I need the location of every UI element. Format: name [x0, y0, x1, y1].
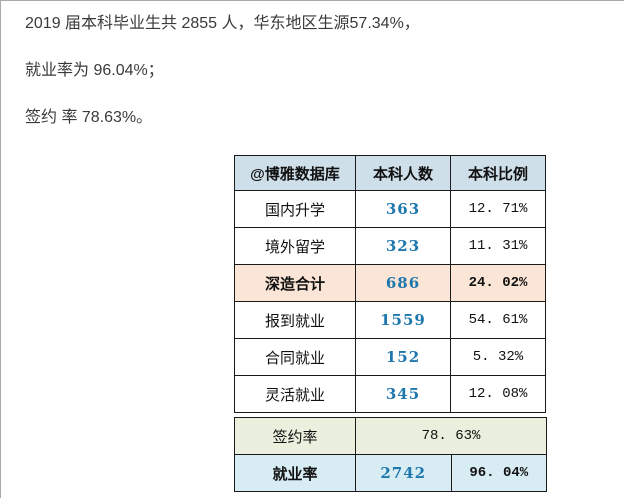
- row-label: 深造合计: [234, 264, 356, 302]
- row-label: 境外留学: [234, 227, 356, 265]
- table-row-further-study-total: 深造合计 686 24. 02%: [234, 264, 546, 302]
- row-percent: 24. 02%: [450, 264, 546, 302]
- row-count: 363: [355, 190, 451, 228]
- row-count: 323: [355, 227, 451, 265]
- row-count: 152: [355, 338, 451, 376]
- row-count: 686: [355, 264, 451, 302]
- row-label: 签约率: [234, 417, 356, 455]
- table-row-sign-rate: 签约率 78. 63%: [234, 417, 547, 455]
- row-merged-value: 78. 63%: [355, 417, 547, 455]
- employment-table: @博雅数据库 本科人数 本科比例 国内升学 363 12. 71% 境外留学 3…: [234, 155, 624, 492]
- row-percent: 11. 31%: [450, 227, 546, 265]
- table-header-row: @博雅数据库 本科人数 本科比例: [234, 155, 546, 191]
- row-percent: 54. 61%: [450, 301, 546, 339]
- row-percent: 96. 04%: [450, 454, 547, 492]
- table-row-flexible-employment: 灵活就业 345 12. 08%: [234, 375, 546, 413]
- row-label: 灵活就业: [234, 375, 356, 413]
- row-percent: 12. 71%: [450, 190, 546, 228]
- column-header-count: 本科人数: [355, 155, 451, 191]
- employment-table-summary: 签约率 78. 63% 就业率 2742 96. 04%: [234, 417, 547, 492]
- table-row-domestic-study: 国内升学 363 12. 71%: [234, 190, 546, 228]
- row-percent: 12. 08%: [450, 375, 546, 413]
- column-header-source: @博雅数据库: [234, 155, 356, 191]
- table-row-overseas-study: 境外留学 323 11. 31%: [234, 227, 546, 265]
- table-row-contract-employment: 合同就业 152 5. 32%: [234, 338, 546, 376]
- row-label: 合同就业: [234, 338, 356, 376]
- row-count: 345: [355, 375, 451, 413]
- table-row-reported-employment: 报到就业 1559 54. 61%: [234, 301, 546, 339]
- intro-line-contract-rate: 签约 率 78.63%。: [25, 109, 153, 126]
- column-header-ratio: 本科比例: [450, 155, 546, 191]
- row-label: 就业率: [234, 454, 356, 492]
- table-row-employment-rate: 就业率 2742 96. 04%: [234, 454, 547, 492]
- row-label: 国内升学: [234, 190, 356, 228]
- employment-table-main: @博雅数据库 本科人数 本科比例 国内升学 363 12. 71% 境外留学 3…: [234, 155, 546, 413]
- row-percent: 5. 32%: [450, 338, 546, 376]
- intro-text: 2019 届本科毕业生共 2855 人，华东地区生源57.34%， 就业率为 9…: [1, 1, 624, 127]
- row-count: 1559: [355, 301, 451, 339]
- row-count: 2742: [355, 454, 452, 492]
- intro-line-employment-rate: 就业率为 96.04%；: [25, 62, 164, 79]
- row-label: 报到就业: [234, 301, 356, 339]
- intro-line-graduates: 2019 届本科毕业生共 2855 人，华东地区生源57.34%，: [25, 15, 420, 32]
